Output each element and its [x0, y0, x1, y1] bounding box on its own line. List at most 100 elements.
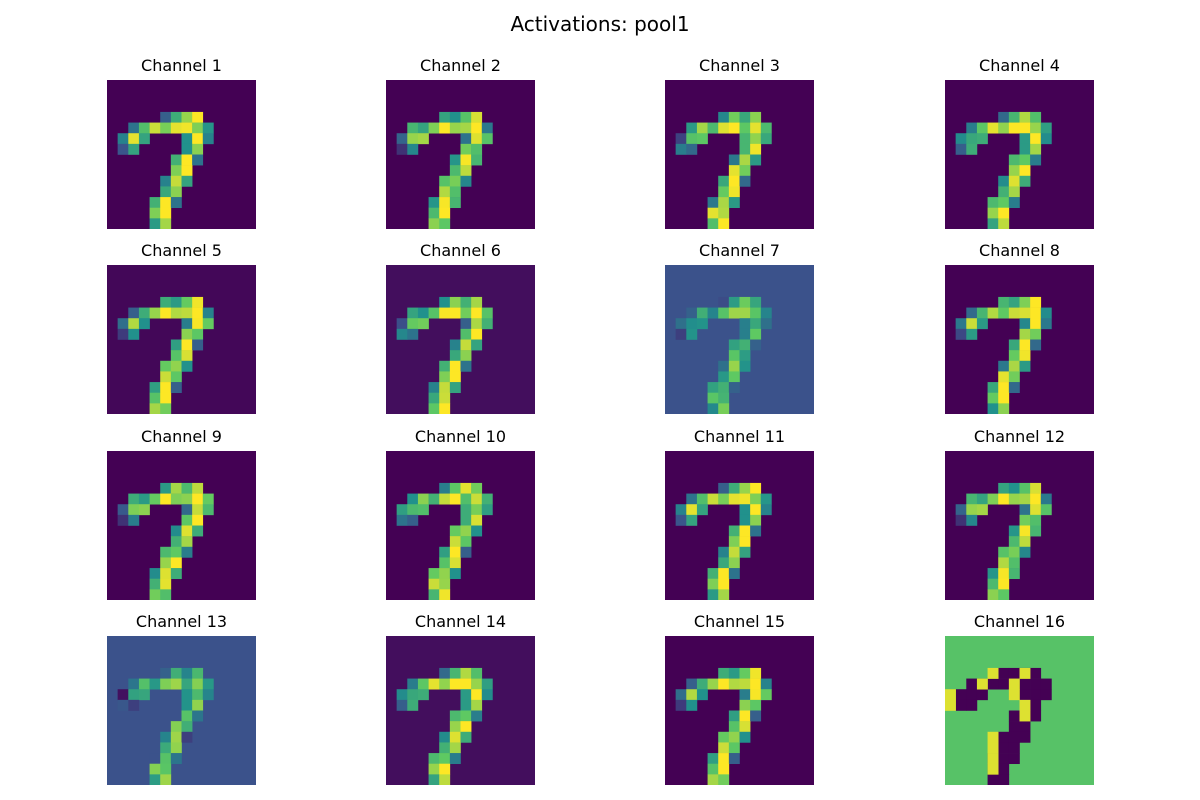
heatmap-cell [707, 197, 719, 209]
heatmap-cell [739, 731, 751, 743]
channel-heatmap [107, 80, 256, 229]
heatmap-cell [718, 360, 730, 372]
heatmap-cell [1008, 742, 1020, 754]
heatmap-cell [202, 307, 214, 319]
heatmap-cell [460, 689, 472, 701]
heatmap-cell [428, 568, 440, 580]
heatmap-cell [1030, 667, 1042, 679]
heatmap-cell [138, 133, 150, 145]
heatmap-cell [1019, 721, 1031, 733]
heatmap-cell [728, 568, 740, 580]
heatmap-cell [439, 763, 451, 775]
heatmap-cell [471, 482, 483, 494]
heatmap-cell [149, 122, 161, 134]
heatmap-cell [449, 371, 461, 383]
heatmap-cell [750, 307, 762, 319]
heatmap-cell [955, 328, 967, 340]
channel-title: Channel 3 [699, 56, 780, 75]
heatmap-cell [1019, 699, 1031, 711]
heatmap-cell [128, 328, 140, 340]
heatmap-cell [1008, 493, 1020, 505]
channel-panel: Channel 14 [386, 612, 535, 785]
heatmap-cell [160, 403, 172, 414]
heatmap-cell [170, 710, 182, 722]
heatmap-cell [181, 710, 193, 722]
heatmap-cell [170, 678, 182, 690]
heatmap-cell [707, 774, 719, 785]
heatmap-cell [428, 763, 440, 775]
heatmap-cell [449, 175, 461, 187]
heatmap-cell [1030, 699, 1042, 711]
heatmap-cell [428, 493, 440, 505]
heatmap-cell [417, 318, 429, 330]
heatmap-cell [998, 122, 1010, 134]
heatmap-cell [739, 339, 751, 351]
heatmap-cell [739, 133, 751, 145]
heatmap-cell [739, 514, 751, 526]
heatmap-cell [739, 328, 751, 340]
channel-heatmap [665, 265, 814, 414]
heatmap-cell [728, 557, 740, 569]
heatmap-cell [407, 678, 419, 690]
heatmap-cell [987, 197, 999, 209]
heatmap-cell [696, 678, 708, 690]
heatmap-cell [170, 382, 182, 394]
heatmap-cell [449, 111, 461, 123]
heatmap-cell [966, 143, 978, 155]
heatmap-cell [170, 667, 182, 679]
heatmap-cell [160, 557, 172, 569]
channel-heatmap [386, 265, 535, 414]
heatmap-cell [160, 111, 172, 123]
heatmap-cell [718, 568, 730, 580]
heatmap-cell [149, 753, 161, 765]
heatmap-cell [739, 678, 751, 690]
heatmap-cell [739, 360, 751, 372]
heatmap-cell [160, 207, 172, 219]
heatmap-cell [117, 514, 129, 526]
heatmap-cell [481, 678, 493, 690]
heatmap-cell [728, 482, 740, 494]
heatmap-cell [170, 175, 182, 187]
heatmap-cell [181, 296, 193, 308]
heatmap-cell [1008, 296, 1020, 308]
heatmap-cell [181, 678, 193, 690]
heatmap-cell [460, 678, 472, 690]
heatmap-cell [966, 699, 978, 711]
heatmap-cell [149, 493, 161, 505]
heatmap-cell [739, 546, 751, 558]
heatmap-cell [170, 493, 182, 505]
heatmap-cell [439, 403, 451, 414]
heatmap-cell [998, 296, 1010, 308]
heatmap-cell [117, 328, 129, 340]
heatmap-cell [739, 154, 751, 166]
heatmap-cell [750, 154, 762, 166]
heatmap-cell [1019, 514, 1031, 526]
heatmap-cell [160, 667, 172, 679]
heatmap-cell [181, 111, 193, 123]
heatmap-cell [955, 143, 967, 155]
heatmap-cell [471, 143, 483, 155]
heatmap-cell [439, 546, 451, 558]
heatmap-cell [170, 536, 182, 548]
heatmap-cell [1030, 143, 1042, 155]
heatmap-cell [439, 753, 451, 765]
heatmap-cell [192, 504, 204, 516]
heatmap-cell [1008, 689, 1020, 701]
heatmap-cell [149, 589, 161, 600]
heatmap-cell [739, 493, 751, 505]
heatmap-cell [1008, 568, 1020, 580]
channel-panel: Channel 7 [665, 241, 814, 414]
heatmap-cell [439, 175, 451, 187]
heatmap-cell [998, 382, 1010, 394]
heatmap-cell [718, 296, 730, 308]
heatmap-cell [471, 122, 483, 134]
heatmap-cell [160, 482, 172, 494]
heatmap-cell [718, 493, 730, 505]
heatmap-cell [1008, 382, 1020, 394]
heatmap-cell [192, 525, 204, 537]
heatmap-cell [192, 328, 204, 340]
heatmap-cell [439, 218, 451, 229]
channel-heatmap [945, 80, 1094, 229]
heatmap-cell [439, 360, 451, 372]
heatmap-cell [160, 742, 172, 754]
